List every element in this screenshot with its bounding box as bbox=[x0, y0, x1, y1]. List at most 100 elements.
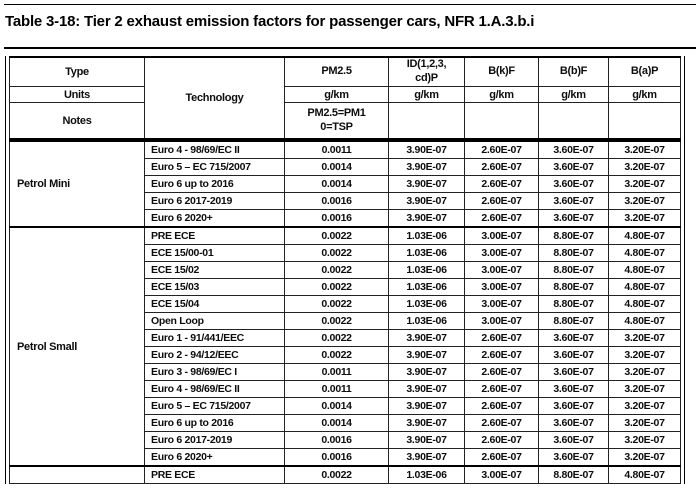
title-rule bbox=[4, 47, 696, 49]
value-cell: 3.20E-07 bbox=[608, 175, 681, 193]
value-cell: 1.03E-06 bbox=[388, 226, 465, 245]
value-cell: 0.0014 bbox=[284, 397, 389, 415]
column-header: B(b)F bbox=[538, 56, 609, 87]
unit-cell: g/km bbox=[464, 86, 539, 103]
value-cell: 0.0016 bbox=[284, 431, 389, 449]
technology-cell: PRE ECE bbox=[144, 226, 285, 245]
value-cell: 1.03E-06 bbox=[388, 465, 465, 484]
value-cell: 3.00E-07 bbox=[464, 278, 539, 296]
table-section: PRE ECE 0.0022 1.03E-06 3.00E-07 8.80E-07 4.8… bbox=[9, 465, 681, 484]
value-cell: 3.20E-07 bbox=[608, 158, 681, 176]
value-cell: 3.00E-07 bbox=[464, 244, 539, 262]
value-cell: 3.20E-07 bbox=[608, 363, 681, 381]
value-cell: 1.03E-06 bbox=[388, 261, 465, 279]
unit-cell: g/km bbox=[538, 86, 609, 103]
technology-cell: Euro 5 – EC 715/2007 bbox=[144, 397, 285, 415]
value-cell: 2.60E-07 bbox=[464, 397, 539, 415]
value-cell: 3.20E-07 bbox=[608, 431, 681, 449]
table-row: Euro 4 - 98/69/EC II 0.0011 3.90E-07 2.60E-… bbox=[10, 380, 681, 398]
value-cell: 3.60E-07 bbox=[538, 346, 609, 364]
value-cell: 1.03E-06 bbox=[388, 295, 465, 313]
table-row: Euro 5 – EC 715/2007 0.0014 3.90E-07 2.60E-… bbox=[10, 158, 681, 176]
table-row: Euro 6 2017-2019 0.0016 3.90E-07 2.60E-07 3.… bbox=[10, 431, 681, 449]
value-cell: 3.20E-07 bbox=[608, 192, 681, 210]
technology-cell: Euro 5 – EC 715/2007 bbox=[144, 158, 285, 176]
value-cell: 3.90E-07 bbox=[388, 329, 465, 347]
table-row: Euro 6 up to 2016 0.0014 3.90E-07 2.60E-07 3… bbox=[10, 414, 681, 432]
row-label-type: Type bbox=[9, 56, 145, 87]
header-row-units: Units g/km g/km g/km g/km g/km bbox=[9, 86, 681, 103]
value-cell: 4.80E-07 bbox=[608, 465, 681, 484]
table-row: Petrol Mini Euro 4 - 98/69/EC II 0.0011 3.9… bbox=[9, 139, 681, 228]
value-cell: 3.90E-07 bbox=[388, 175, 465, 193]
value-cell: 3.90E-07 bbox=[388, 209, 465, 228]
value-cell: 0.0022 bbox=[284, 226, 389, 245]
value-cell: 4.80E-07 bbox=[608, 244, 681, 262]
value-cell: 3.90E-07 bbox=[388, 397, 465, 415]
value-cell: 2.60E-07 bbox=[464, 431, 539, 449]
value-cell: 0.0016 bbox=[284, 209, 389, 228]
table-row: Open Loop 0.0022 1.03E-06 3.00E-07 8.80E-07 4… bbox=[10, 312, 681, 330]
value-cell: 3.60E-07 bbox=[538, 363, 609, 381]
column-header: ID(1,2,3, cd)P bbox=[388, 56, 465, 87]
table-section: Petrol Small PRE ECE 0.0022 1.03E-06 3.00E-0… bbox=[9, 226, 681, 467]
value-cell: 3.90E-07 bbox=[388, 139, 465, 159]
table-row: ECE 15/00-01 0.0022 1.03E-06 3.00E-07 8.80E-… bbox=[10, 244, 681, 262]
column-header: B(k)F bbox=[464, 56, 539, 87]
value-cell: 0.0022 bbox=[284, 295, 389, 313]
value-cell: 2.60E-07 bbox=[464, 414, 539, 432]
value-cell: 3.90E-07 bbox=[388, 363, 465, 381]
value-cell: 3.60E-07 bbox=[538, 209, 609, 228]
value-cell: 1.03E-06 bbox=[388, 278, 465, 296]
value-cell: 3.60E-07 bbox=[538, 329, 609, 347]
technology-cell: Euro 3 - 98/69/EC I bbox=[144, 363, 285, 381]
value-cell: 8.80E-07 bbox=[538, 465, 609, 484]
value-cell: 4.80E-07 bbox=[608, 261, 681, 279]
technology-cell: Euro 6 up to 2016 bbox=[144, 414, 285, 432]
value-cell: 3.60E-07 bbox=[538, 139, 609, 159]
value-cell: 2.60E-07 bbox=[464, 158, 539, 176]
technology-cell: Euro 6 2017-2019 bbox=[144, 431, 285, 449]
value-cell: 3.60E-07 bbox=[538, 158, 609, 176]
value-cell: 3.90E-07 bbox=[388, 414, 465, 432]
technology-cell: Euro 2 - 94/12/EEC bbox=[144, 346, 285, 364]
unit-cell: g/km bbox=[284, 86, 389, 103]
technology-cell: ECE 15/03 bbox=[144, 278, 285, 296]
value-cell: 0.0022 bbox=[284, 312, 389, 330]
emission-factors-table: Type Technology PM2.5 ID(1,2,3, cd)P B(k)F B(… bbox=[9, 56, 681, 484]
value-cell: 0.0022 bbox=[284, 346, 389, 364]
value-cell: 4.80E-07 bbox=[608, 312, 681, 330]
top-rule bbox=[4, 4, 696, 5]
value-cell: 3.20E-07 bbox=[608, 448, 681, 467]
technology-cell: Euro 6 up to 2016 bbox=[144, 175, 285, 193]
unit-cell: g/km bbox=[608, 86, 681, 103]
value-cell: 3.60E-07 bbox=[538, 414, 609, 432]
column-header-technology: Technology bbox=[144, 56, 285, 141]
technology-cell: Euro 4 - 98/69/EC II bbox=[144, 139, 285, 159]
note-cell: PM2.5=PM1 0=TSP bbox=[284, 102, 389, 141]
value-cell: 2.60E-07 bbox=[464, 139, 539, 159]
table-title: Table 3-18: Tier 2 exhaust emission fact… bbox=[5, 13, 535, 30]
value-cell: 8.80E-07 bbox=[538, 278, 609, 296]
value-cell: 0.0022 bbox=[284, 329, 389, 347]
value-cell: 0.0014 bbox=[284, 158, 389, 176]
value-cell: 3.90E-07 bbox=[388, 431, 465, 449]
value-cell: 2.60E-07 bbox=[464, 192, 539, 210]
value-cell: 4.80E-07 bbox=[608, 278, 681, 296]
value-cell: 3.60E-07 bbox=[538, 175, 609, 193]
type-cell: Petrol Small bbox=[9, 226, 145, 467]
header-row-names: Type Technology PM2.5 ID(1,2,3, cd)P B(k)F B(… bbox=[9, 56, 681, 141]
technology-cell: Euro 6 2020+ bbox=[144, 209, 285, 228]
technology-cell: Euro 4 - 98/69/EC II bbox=[144, 380, 285, 398]
value-cell: 4.80E-07 bbox=[608, 295, 681, 313]
table-row: Euro 6 2020+ 0.0016 3.90E-07 2.60E-07 3.60E-… bbox=[10, 209, 681, 228]
value-cell: 0.0014 bbox=[284, 414, 389, 432]
technology-cell: Euro 1 - 91/441/EEC bbox=[144, 329, 285, 347]
value-cell: 3.20E-07 bbox=[608, 329, 681, 347]
value-cell: 0.0022 bbox=[284, 261, 389, 279]
value-cell: 3.90E-07 bbox=[388, 448, 465, 467]
value-cell: 3.60E-07 bbox=[538, 431, 609, 449]
value-cell: 0.0011 bbox=[284, 363, 389, 381]
value-cell: 3.90E-07 bbox=[388, 346, 465, 364]
